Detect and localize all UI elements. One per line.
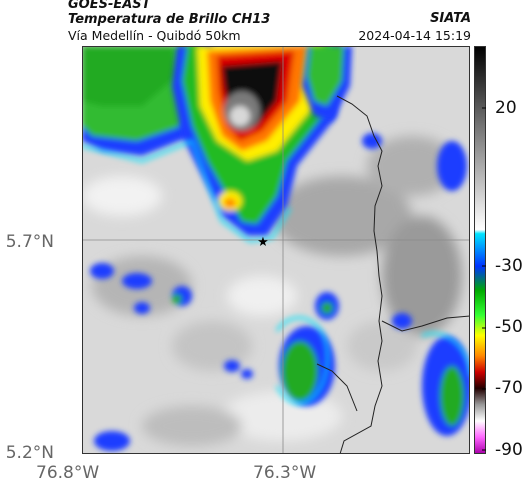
colorbar: [474, 46, 486, 454]
border-line-east: [381, 315, 470, 332]
colorbar-label-minus90: -90: [495, 440, 523, 460]
timestamp-label: 2024-04-14 15:19: [358, 28, 471, 43]
colorbar-label-minus70: -70: [495, 378, 523, 398]
org-label: SIATA: [430, 11, 471, 26]
lat-label-5.2: 5.2°N: [5, 443, 54, 463]
colorbar-label-minus30: -30: [495, 256, 523, 276]
product-title: Temperatura de Brillo CH13: [68, 12, 271, 27]
satellite-map[interactable]: ★: [82, 46, 470, 454]
lon-label-76.3: 76.3°W: [253, 463, 317, 483]
route-subtitle: Vía Medellín - Quibdó 50km: [68, 28, 241, 43]
convective-cell: [172, 46, 342, 236]
colorbar-label-minus50: -50: [495, 317, 523, 337]
cold-cloud-right: [302, 46, 352, 121]
lat-label-5.7: 5.7°N: [5, 232, 54, 252]
scattered-cells: [90, 133, 470, 451]
river-line: [316, 363, 358, 412]
colorbar-label-20: 20: [495, 98, 517, 118]
satellite-title: GOES-EAST: [68, 0, 151, 12]
map-frame: [82, 46, 470, 454]
lon-label-76.8: 76.8°W: [36, 463, 100, 483]
location-marker[interactable]: ★: [257, 235, 269, 250]
border-line: [336, 95, 383, 454]
